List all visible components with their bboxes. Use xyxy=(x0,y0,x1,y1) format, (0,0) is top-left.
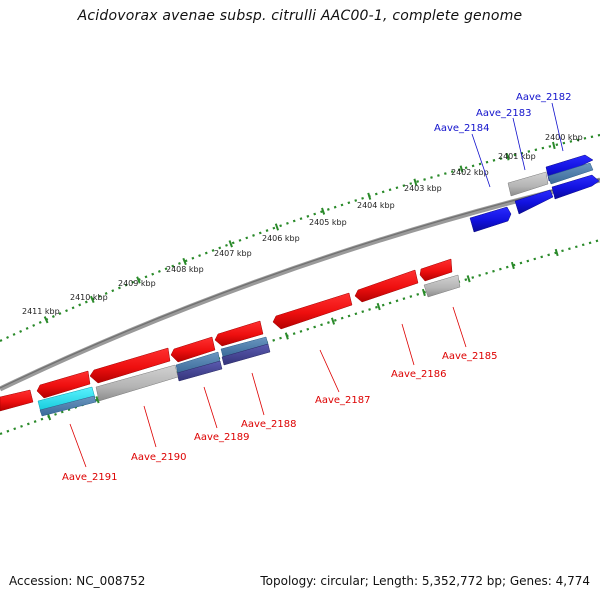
kbp-label-2405: 2405 kbp xyxy=(309,218,347,227)
gene-arrow-aave-2184a[interactable] xyxy=(469,206,512,233)
gene-arrow-aave-2186[interactable] xyxy=(354,269,419,303)
gene-arrow-aave-2191a[interactable] xyxy=(36,370,91,399)
scale-tick xyxy=(413,178,418,186)
scale-tick xyxy=(510,261,515,270)
scale-tick xyxy=(421,288,426,297)
gene-arrow-aave-2190[interactable] xyxy=(89,347,171,384)
gene-label-aave-2187[interactable]: Aave_2187 xyxy=(315,395,371,406)
kbp-label-2403: 2403 kbp xyxy=(404,184,442,193)
kbp-label-2407: 2407 kbp xyxy=(214,249,252,258)
gene-label-aave-2185[interactable]: Aave_2185 xyxy=(442,351,498,362)
accession-text: Accession: NC_008752 xyxy=(9,574,146,588)
kbp-label-2406: 2406 kbp xyxy=(262,234,300,243)
scale-tick xyxy=(95,396,100,404)
gene-arrow-aave-2185-rna[interactable] xyxy=(423,274,461,298)
gene-arrow-aave-2184b[interactable] xyxy=(514,189,554,215)
scale-tick xyxy=(367,192,372,200)
gene-arrow-aave-2184c[interactable] xyxy=(551,174,600,200)
gene-label-aave-2184[interactable]: Aave_2184 xyxy=(434,123,490,134)
gene-arrow-edge-left[interactable] xyxy=(0,389,34,412)
scale-tick xyxy=(376,302,381,311)
kbp-label-2402: 2402 kbp xyxy=(451,168,489,177)
kbp-label-2411: 2411 kbp xyxy=(22,307,60,316)
kbp-label-2401: 2401 kbp xyxy=(498,152,536,161)
scale-tick xyxy=(505,153,510,161)
scale-tick xyxy=(330,317,336,325)
gene-label-aave-2191[interactable]: Aave_2191 xyxy=(62,472,118,483)
outer-scale-ticks xyxy=(43,141,556,324)
gene-arrow-aave-2188c[interactable] xyxy=(221,343,271,366)
gene-arrow-aave-2188a[interactable] xyxy=(214,320,264,347)
kbp-label-2410: 2410 kbp xyxy=(70,293,108,302)
gene-label-aave-2189[interactable]: Aave_2189 xyxy=(194,432,250,443)
gene-label-aave-2188[interactable]: Aave_2188 xyxy=(241,419,297,430)
reverse-strand-genes xyxy=(0,258,461,417)
scale-tick xyxy=(284,332,289,340)
gene-arrow-aave-2191c[interactable] xyxy=(39,395,97,417)
inner-scale-ring xyxy=(0,238,600,436)
genome-summary-text: Topology: circular; Length: 5,352,772 bp… xyxy=(260,574,590,588)
genome-title: Acidovorax avenae subsp. citrulli AAC00-… xyxy=(77,8,523,24)
gene-label-aave-2186[interactable]: Aave_2186 xyxy=(391,369,447,380)
genome-backbone xyxy=(0,177,600,392)
gene-arrow-aave-2183[interactable] xyxy=(507,171,549,197)
kbp-label-2404: 2404 kbp xyxy=(357,201,395,210)
scale-tick xyxy=(274,223,280,231)
gene-arrow-aave-2190-rna[interactable] xyxy=(95,364,179,402)
scale-tick xyxy=(43,316,49,324)
kbp-label-2409: 2409 kbp xyxy=(118,279,156,288)
scale-tick xyxy=(182,257,187,266)
gene-arrow-aave-2182[interactable] xyxy=(545,154,594,185)
gene-arrow-aave-2185[interactable] xyxy=(419,258,453,282)
scale-tick xyxy=(136,276,141,284)
gene-arrow-aave-2189c[interactable] xyxy=(176,360,223,382)
gene-label-aave-2190[interactable]: Aave_2190 xyxy=(131,452,187,463)
gene-labels: Aave_2182 Aave_2183 Aave_2184 Aave_2185 … xyxy=(62,92,572,483)
scale-tick xyxy=(466,275,471,283)
kbp-label-2408: 2408 kbp xyxy=(166,265,204,274)
scale-tick xyxy=(228,240,233,248)
scale-tick xyxy=(89,295,95,304)
kbp-labels: 2400 kbp 2401 kbp 2402 kbp 2403 kbp 2404… xyxy=(22,133,583,316)
gene-label-aave-2183[interactable]: Aave_2183 xyxy=(476,108,532,119)
gene-label-aave-2182[interactable]: Aave_2182 xyxy=(516,92,572,103)
gene-arrow-aave-2189a[interactable] xyxy=(170,336,216,363)
scale-tick xyxy=(321,207,326,215)
outer-scale-ring xyxy=(0,133,600,342)
scale-tick xyxy=(552,141,556,150)
scale-tick xyxy=(554,248,559,257)
gene-arrow-aave-2187[interactable] xyxy=(272,292,353,330)
label-leader-lines xyxy=(69,102,564,468)
gene-arrow-aave-2191b[interactable] xyxy=(37,386,96,414)
scale-tick xyxy=(459,165,464,173)
forward-strand-genes xyxy=(469,154,600,233)
kbp-label-2400: 2400 kbp xyxy=(545,133,583,142)
